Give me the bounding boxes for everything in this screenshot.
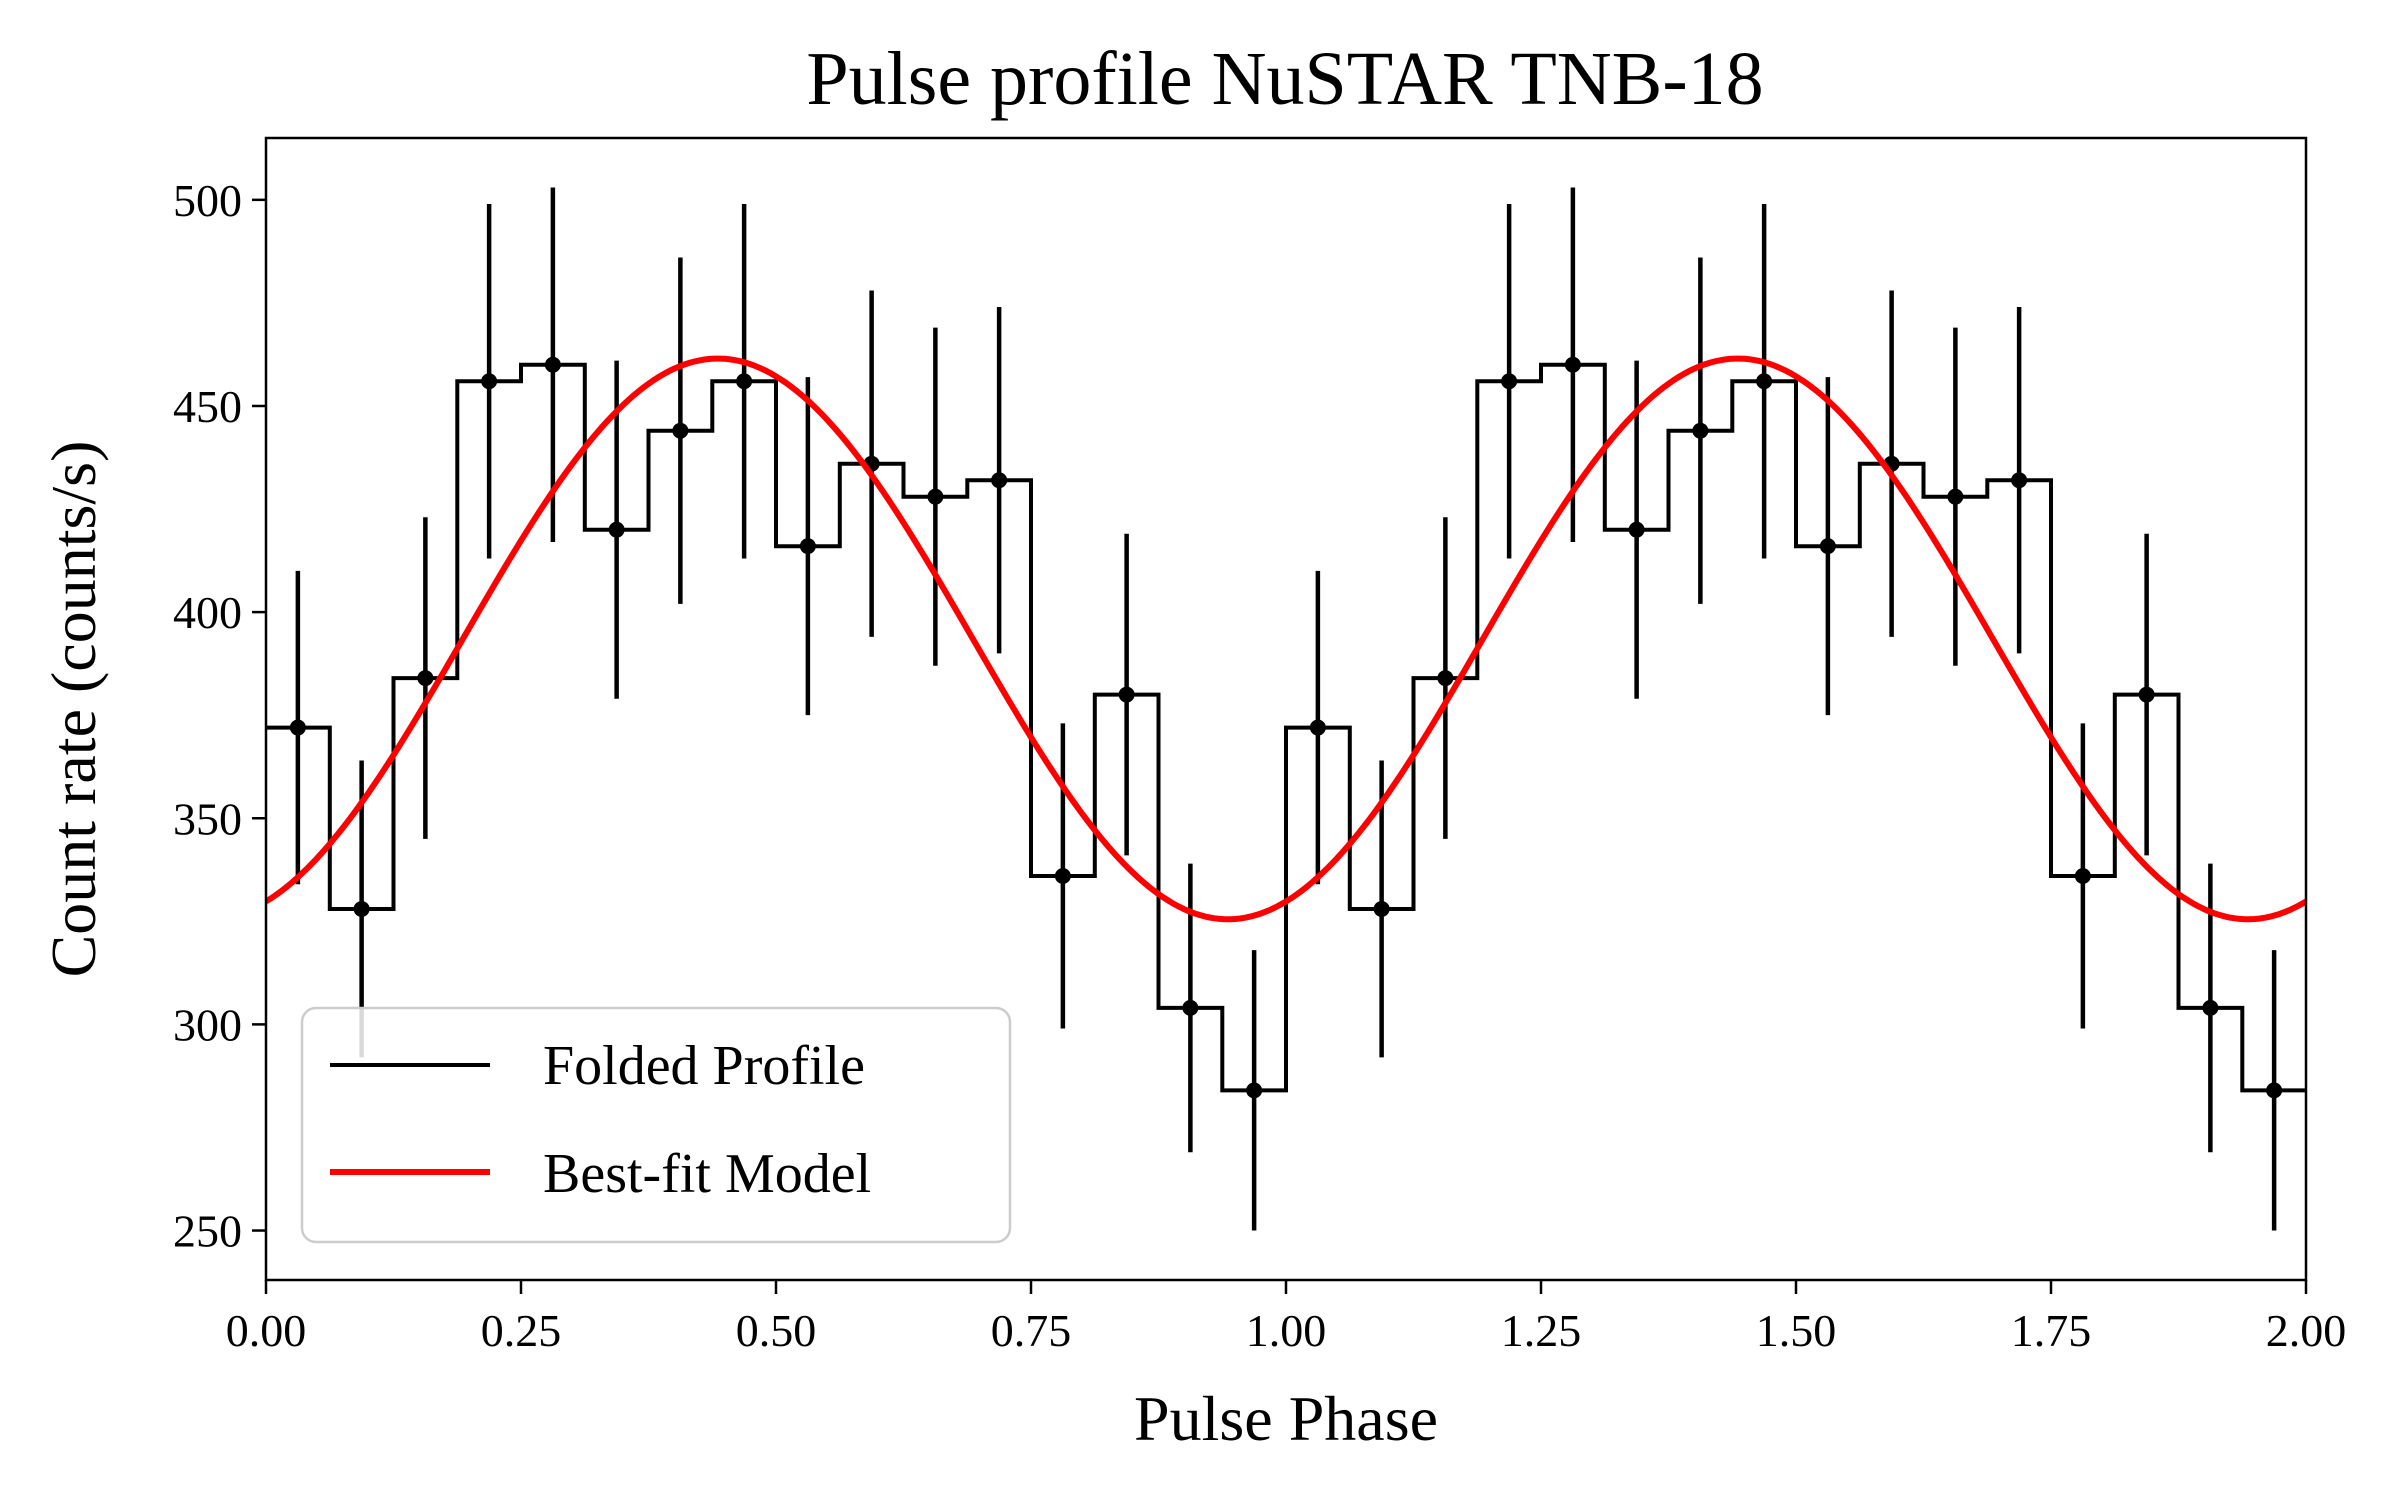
plot-area [266,187,2306,1231]
y-axis-label: Count rate (counts/s) [38,441,109,978]
data-point [1501,373,1518,390]
chart-title: Pulse profile NuSTAR TNB-18 [806,37,1763,121]
data-point [608,521,625,538]
legend-label-folded-profile: Folded Profile [543,1035,865,1097]
x-tick-label: 1.50 [1756,1305,1837,1356]
legend-label-best-fit-model: Best-fit Model [543,1143,871,1205]
data-point [1947,488,1964,505]
y-tick-label: 400 [173,587,242,638]
data-point [481,373,498,390]
data-point [1118,686,1135,703]
x-tick-label: 0.50 [736,1305,817,1356]
y-tick-label: 300 [173,999,242,1050]
y-axis: 250 300 350 400 450 500 [173,175,266,1257]
data-point [1628,521,1645,538]
data-point [1564,356,1581,373]
legend: Folded Profile Best-fit Model [300,1006,1012,1244]
data-point [2074,867,2091,884]
x-tick-label: 0.25 [481,1305,562,1356]
plot-frame [264,136,2308,1282]
data-point [353,900,370,917]
data-point [1182,999,1199,1016]
data-point [1054,867,1071,884]
x-tick-label: 1.75 [2011,1305,2092,1356]
data-point [799,538,816,555]
y-tick-label: 500 [173,175,242,226]
data-point [2138,686,2155,703]
data-point [1309,719,1326,736]
data-point [1692,422,1709,439]
data-point [1819,538,1836,555]
data-point [417,670,434,687]
data-point [1246,1082,1263,1099]
x-axis-label: Pulse Phase [1134,1383,1438,1454]
data-point [289,719,306,736]
data-point [1373,900,1390,917]
data-point [2266,1082,2283,1099]
y-tick-label: 250 [173,1206,242,1257]
x-tick-label: 0.00 [226,1305,307,1356]
best-fit-model-line [266,355,2306,923]
data-point [672,422,689,439]
x-tick-label: 1.00 [1246,1305,1327,1356]
x-tick-label: 2.00 [2266,1305,2347,1356]
x-axis: 0.00 0.25 0.50 0.75 1.00 1.25 1.50 1.75 2.00 [226,1280,2347,1356]
x-tick-label: 0.75 [991,1305,1072,1356]
data-point [991,472,1008,489]
data-point [544,356,561,373]
data-point [2011,472,2028,489]
y-tick-label: 450 [173,381,242,432]
data-point [1437,670,1454,687]
data-point [2202,999,2219,1016]
y-tick-label: 350 [173,793,242,844]
data-point [1756,373,1773,390]
x-tick-label: 1.25 [1501,1305,1582,1356]
data-point [736,373,753,390]
data-point [927,488,944,505]
